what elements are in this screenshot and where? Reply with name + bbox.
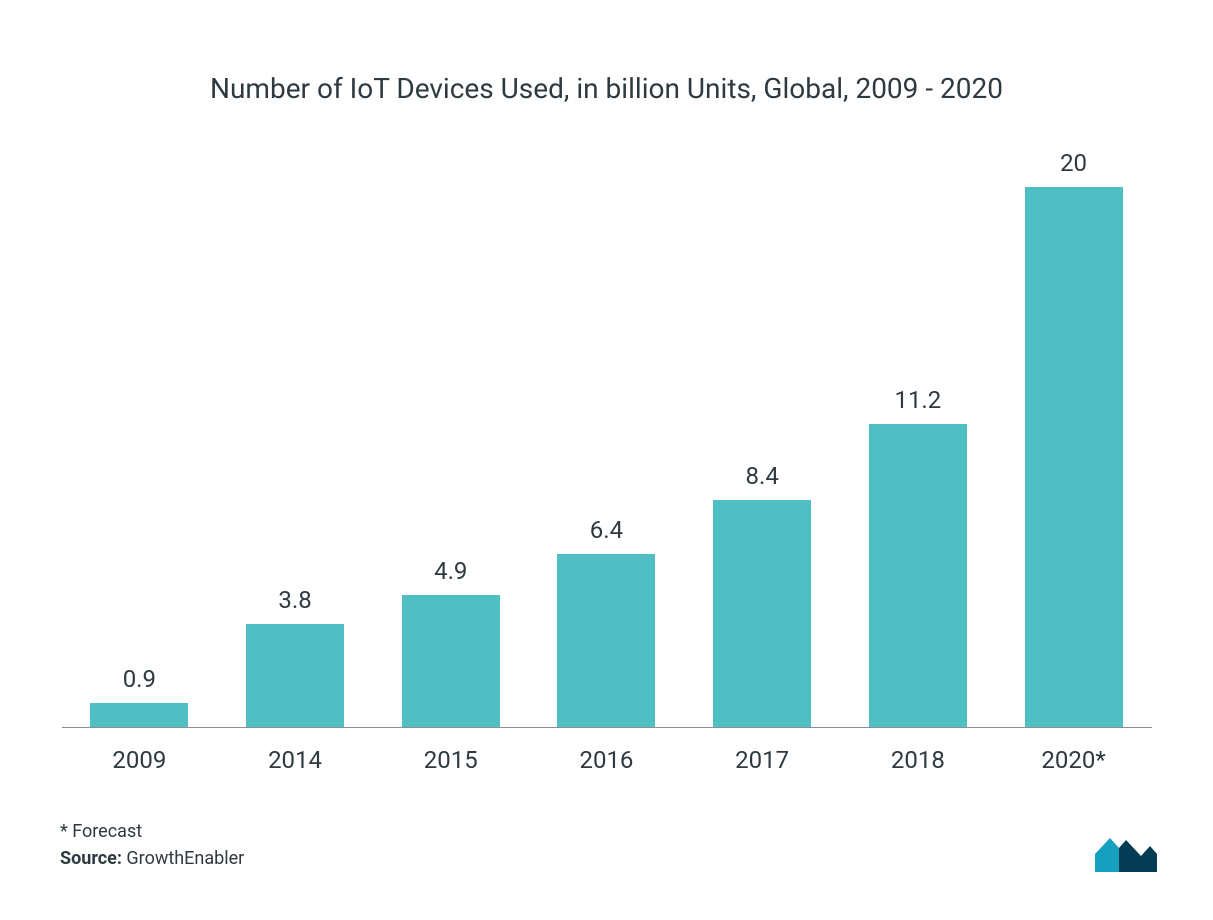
bar-value-label: 4.9: [434, 557, 467, 585]
bars-container: 0.9 3.8 4.9 6.4 8.4 11.2 20: [62, 148, 1152, 728]
bar: [90, 703, 188, 727]
x-axis-label: 2017: [702, 746, 822, 774]
source-value: GrowthEnabler: [122, 848, 244, 869]
bar-value-label: 6.4: [590, 516, 623, 544]
forecast-note: * Forecast: [60, 818, 244, 845]
bar-value-label: 11.2: [894, 386, 941, 414]
bar-group: 11.2: [858, 386, 978, 726]
source-line: Source: GrowthEnabler: [60, 845, 244, 872]
bar-group: 3.8: [235, 586, 355, 727]
chart-title: Number of IoT Devices Used, in billion U…: [157, 70, 1057, 108]
x-axis-label: 2016: [546, 746, 666, 774]
bar-value-label: 0.9: [123, 665, 156, 693]
bar: [246, 624, 344, 727]
bar-value-label: 8.4: [746, 462, 779, 490]
bar-group: 0.9: [79, 665, 199, 727]
x-axis-label: 2014: [235, 746, 355, 774]
bar-group: 20: [1014, 149, 1134, 727]
chart-footer: * Forecast Source: GrowthEnabler: [60, 818, 244, 872]
bar-group: 8.4: [702, 462, 822, 727]
x-axis-label: 2018: [858, 746, 978, 774]
x-axis-label: 2015: [391, 746, 511, 774]
x-axis-label: 2020*: [1014, 746, 1134, 774]
bar: [869, 424, 967, 726]
bar-value-label: 20: [1060, 149, 1087, 177]
bar-value-label: 3.8: [278, 586, 311, 614]
x-axis-label: 2009: [79, 746, 199, 774]
bar: [402, 595, 500, 727]
bar-group: 6.4: [546, 516, 666, 727]
chart-area: 0.93.84.96.48.411.220 200920142015201620…: [62, 148, 1152, 728]
bar-group: 4.9: [391, 557, 511, 727]
brand-logo-icon: [1095, 832, 1157, 872]
bar: [713, 500, 811, 727]
bar: [1025, 187, 1123, 727]
bar: [557, 554, 655, 727]
source-label: Source:: [60, 848, 122, 869]
x-axis-labels: 2009 2014 2015 2016 2017 2018 2020*: [62, 746, 1152, 774]
